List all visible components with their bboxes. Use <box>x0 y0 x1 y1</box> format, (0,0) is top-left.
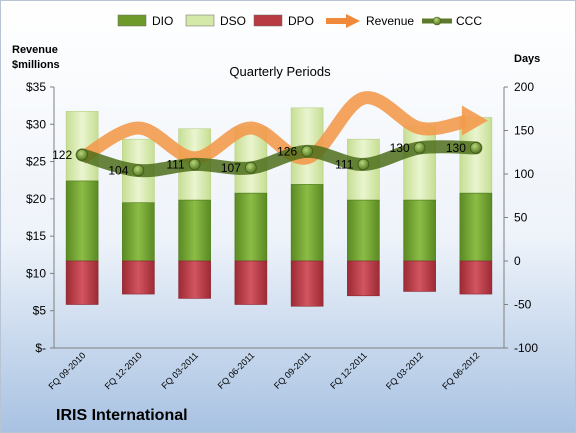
right-axis-title: Days <box>514 53 540 65</box>
right-tick-label: -100 <box>514 341 538 355</box>
ccc-data-label: 111 <box>166 157 185 171</box>
right-tick-label: 150 <box>514 124 534 138</box>
dpo-bar <box>122 260 155 295</box>
right-tick-label: 200 <box>514 80 534 94</box>
left-tick-label: $30 <box>26 117 46 131</box>
revenue-line <box>78 91 468 165</box>
legend-swatch-revenue-head <box>346 14 360 28</box>
chart-title: Quarterly Periods <box>229 64 331 79</box>
ccc-point <box>244 162 257 174</box>
ccc-point <box>301 145 314 158</box>
dpo-bar <box>234 260 268 305</box>
ccc-point <box>469 141 482 154</box>
dpo-bar <box>459 260 493 295</box>
left-tick-label: $25 <box>26 155 46 169</box>
right-tick-label: 0 <box>514 254 521 268</box>
left-tick-label: $- <box>35 341 46 355</box>
ccc-point <box>357 158 370 171</box>
legend-swatch-dso <box>185 14 215 27</box>
ccc-data-label: 130 <box>390 141 410 155</box>
right-tick-label: -50 <box>514 298 532 312</box>
left-tick-label: $15 <box>26 229 46 243</box>
right-tick-label: 50 <box>514 211 528 225</box>
left-tick-label: $10 <box>26 266 46 280</box>
dio-bar <box>234 192 268 262</box>
legend-label-dso: DSO <box>220 14 246 28</box>
legend-swatch-dio <box>117 14 147 27</box>
dpo-bar <box>403 260 436 292</box>
dio-bar <box>122 202 155 262</box>
dio-bar <box>65 180 99 262</box>
left-axis-title-line2: $millions <box>12 59 60 71</box>
ccc-point <box>188 158 201 171</box>
dpo-bar <box>65 260 99 305</box>
dio-bar <box>459 192 493 262</box>
ccc-point <box>413 141 426 154</box>
revenue-arrowhead <box>461 105 488 136</box>
ccc-data-label: 111 <box>335 157 354 171</box>
dso-bar <box>403 125 436 201</box>
right-tick-label: 100 <box>514 167 534 181</box>
ccc-data-label: 107 <box>221 161 241 175</box>
dpo-bar <box>347 260 380 297</box>
legend-label-dpo: DPO <box>288 14 314 28</box>
legend-swatch-dpo <box>253 14 283 27</box>
dpo-bar <box>178 260 211 299</box>
ccc-data-label: 130 <box>446 141 466 155</box>
legend-label-dio: DIO <box>152 14 173 28</box>
dio-bar <box>403 199 436 262</box>
left-tick-label: $5 <box>33 304 47 318</box>
dio-bar <box>347 199 380 262</box>
left-axis-title-line1: Revenue <box>12 44 58 56</box>
ccc-point <box>76 148 89 161</box>
legend-label-revenue: Revenue <box>366 14 414 28</box>
dio-bar <box>290 184 324 262</box>
dio-bar <box>178 199 211 262</box>
left-tick-label: $20 <box>26 192 46 206</box>
ccc-data-label: 126 <box>277 144 297 158</box>
legend: DIO DSO DPO Revenue CCC <box>117 14 482 28</box>
ccc-data-label: 104 <box>108 164 128 178</box>
company-label: IRIS International <box>56 407 188 424</box>
legend-label-ccc: CCC <box>456 14 482 28</box>
ccc-point <box>132 164 145 177</box>
ccc-data-label: 122 <box>52 148 72 162</box>
dpo-bar <box>290 260 324 307</box>
left-tick-label: $35 <box>26 80 46 94</box>
legend-swatch-ccc-dot <box>432 16 442 26</box>
